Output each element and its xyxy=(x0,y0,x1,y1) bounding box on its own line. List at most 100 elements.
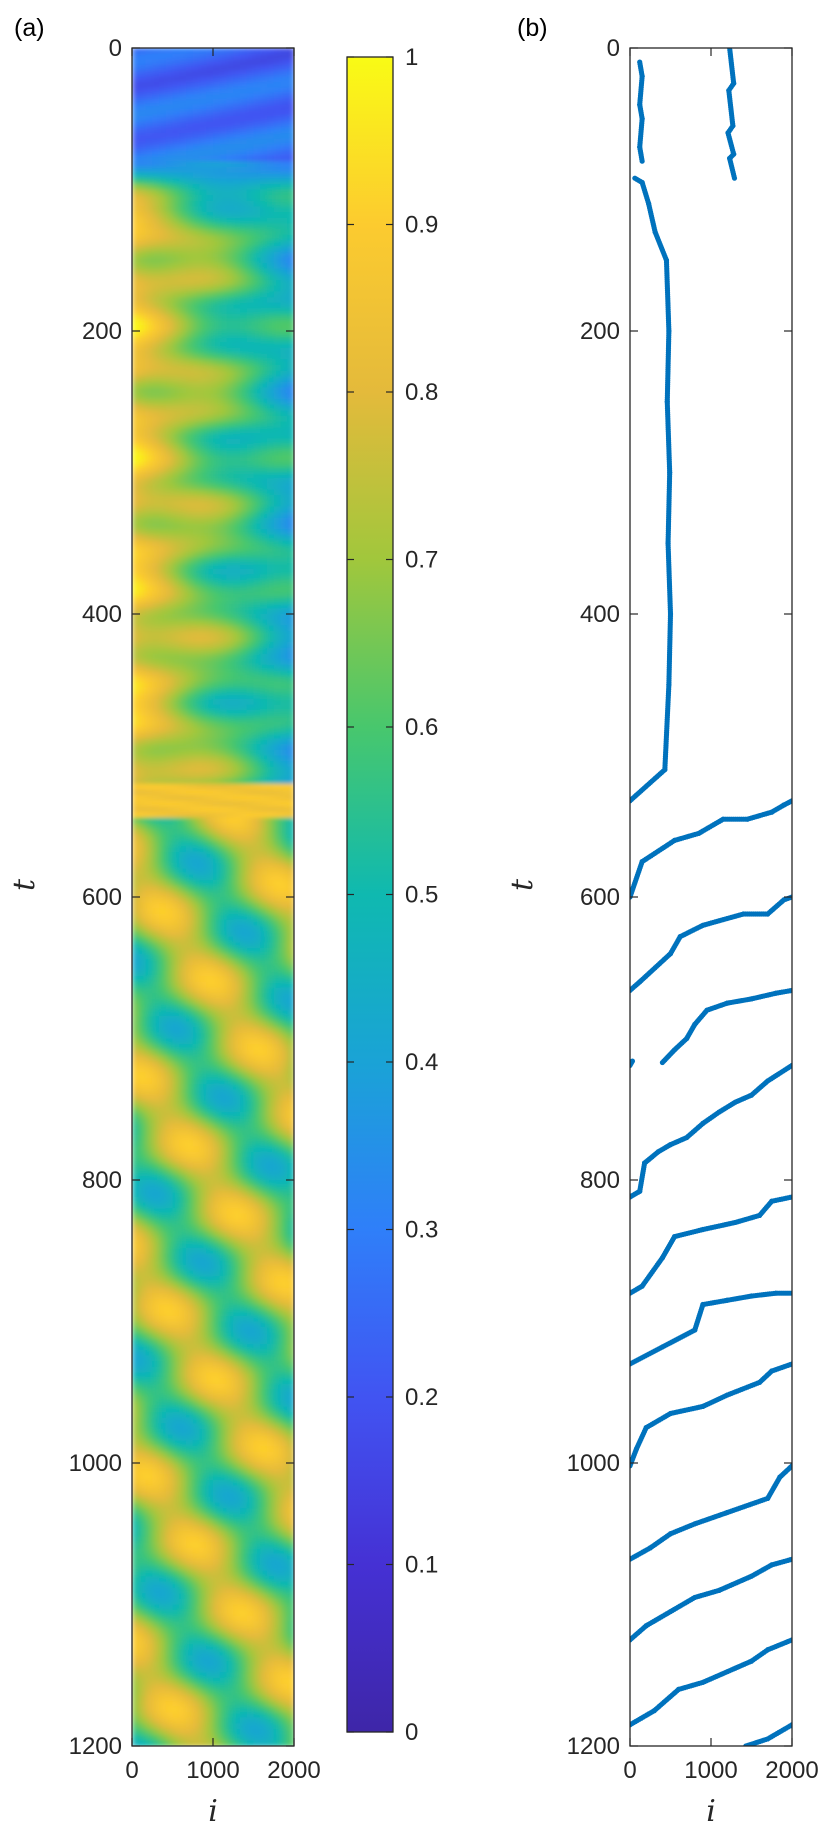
heatmap-cell xyxy=(287,1213,294,1221)
heatmap-cell xyxy=(186,336,194,343)
heatmap-cell xyxy=(206,942,214,949)
heatmap-cell xyxy=(260,614,268,621)
heatmap-cell xyxy=(152,670,160,677)
heatmap-cell xyxy=(267,913,275,921)
heatmap-cell xyxy=(138,172,147,179)
heatmap-cell xyxy=(287,1129,294,1136)
heatmap-cell xyxy=(287,331,294,338)
heatmap-cell xyxy=(246,76,255,83)
heatmap-cell xyxy=(246,1180,255,1187)
heatmap-cell xyxy=(287,829,294,836)
heatmap-cell xyxy=(260,732,268,740)
heatmap-cell xyxy=(206,76,214,83)
heatmap-cell xyxy=(246,1219,255,1226)
heatmap-cell xyxy=(213,755,221,762)
heatmap-cell xyxy=(172,1027,180,1034)
heatmap-cell xyxy=(165,155,174,162)
heatmap-cell xyxy=(267,874,275,881)
heatmap-cell xyxy=(233,817,241,825)
heatmap-cell xyxy=(199,1044,207,1051)
heatmap-cell xyxy=(213,483,221,491)
heatmap-cell xyxy=(260,110,268,117)
heatmap-cell xyxy=(267,795,275,802)
heatmap-cell xyxy=(240,925,248,932)
heatmap-cell xyxy=(287,268,294,275)
heatmap-cell xyxy=(260,274,268,281)
heatmap-cell xyxy=(132,444,140,451)
heatmap-cell xyxy=(253,976,261,983)
heatmap-cell xyxy=(219,540,228,547)
heatmap-cell xyxy=(159,693,167,700)
heatmap-cell xyxy=(213,981,221,989)
heatmap-cell xyxy=(199,285,207,292)
heatmap-cell xyxy=(226,478,234,485)
heatmap-cell xyxy=(206,868,214,875)
heatmap-cell xyxy=(273,625,282,632)
heatmap-cell xyxy=(172,81,180,89)
heatmap-cell xyxy=(219,546,228,553)
heatmap-cell xyxy=(159,257,167,264)
heatmap-cell xyxy=(219,585,228,592)
heatmap-cell xyxy=(280,704,288,711)
heatmap-cell xyxy=(213,1123,221,1130)
heatmap-cell xyxy=(132,251,140,259)
heatmap-cell xyxy=(260,359,268,366)
heatmap-cell xyxy=(273,1049,282,1057)
heatmap-cell xyxy=(287,110,294,117)
heatmap-cell xyxy=(273,540,282,547)
heatmap-cell xyxy=(206,647,214,655)
heatmap-cell xyxy=(179,812,187,819)
heatmap-cell xyxy=(246,998,255,1006)
heatmap-cell xyxy=(165,534,174,542)
heatmap-cell xyxy=(199,670,207,677)
heatmap-cell xyxy=(186,1078,194,1085)
heatmap-cell xyxy=(246,347,255,355)
heatmap-cell xyxy=(240,863,248,870)
heatmap-cell xyxy=(206,1196,214,1204)
heatmap-cell xyxy=(253,70,261,77)
heatmap-cell xyxy=(273,659,282,666)
heatmap-cell xyxy=(172,942,180,949)
heatmap-cell xyxy=(186,161,194,168)
heatmap-cell xyxy=(219,1151,228,1158)
heatmap-cell xyxy=(233,59,241,66)
heatmap-cell xyxy=(260,336,268,343)
heatmap-cell xyxy=(253,1202,261,1209)
heatmap-cell xyxy=(273,104,282,111)
heatmap-cell xyxy=(253,1146,261,1153)
heatmap-cell xyxy=(172,693,180,700)
heatmap-cell xyxy=(199,1066,207,1074)
heatmap-cell xyxy=(192,953,201,960)
heatmap-cell xyxy=(186,976,194,983)
heatmap-cell xyxy=(267,466,275,474)
heatmap-cell xyxy=(273,647,282,655)
heatmap-cell xyxy=(192,410,201,417)
heatmap-cell xyxy=(179,659,187,666)
heatmap-cell xyxy=(267,81,275,89)
heatmap-cell xyxy=(246,381,255,389)
heatmap-cell xyxy=(260,908,268,915)
heatmap-cell xyxy=(145,1083,153,1091)
heatmap-cell xyxy=(260,251,268,259)
heatmap-cell xyxy=(273,529,282,536)
heatmap-cell xyxy=(246,1010,255,1017)
heatmap-cell xyxy=(206,98,214,106)
heatmap-cell xyxy=(159,619,167,626)
heatmap-cell xyxy=(226,1168,234,1175)
heatmap-cell xyxy=(152,823,160,830)
heatmap-cell xyxy=(199,138,207,145)
heatmap-cell xyxy=(165,353,174,360)
heatmap-cell xyxy=(192,76,201,83)
heatmap-cell xyxy=(186,93,194,100)
heatmap-cell xyxy=(172,1191,180,1198)
heatmap-cell xyxy=(152,149,160,157)
heatmap-cell xyxy=(145,563,153,570)
heatmap-cell xyxy=(240,698,248,706)
heatmap-cell xyxy=(192,908,201,915)
heatmap-cell xyxy=(206,489,214,496)
heatmap-cell xyxy=(260,240,268,247)
heatmap-cell xyxy=(226,127,234,134)
heatmap-cell xyxy=(132,155,140,162)
heatmap-cell xyxy=(172,614,180,621)
heatmap-cell xyxy=(267,398,275,406)
